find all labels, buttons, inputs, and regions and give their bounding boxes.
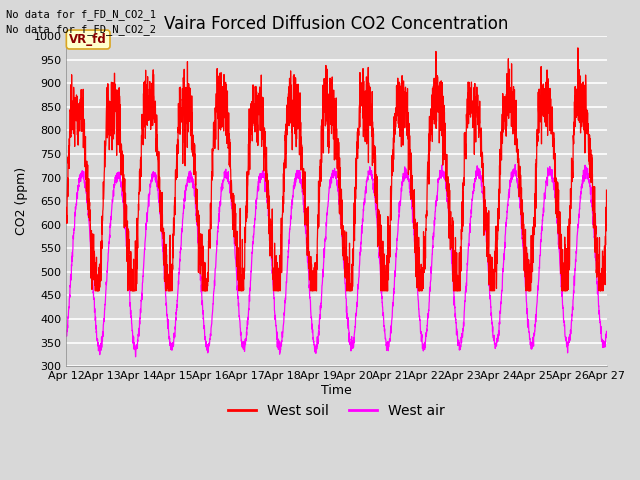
Y-axis label: CO2 (ppm): CO2 (ppm) <box>15 167 28 235</box>
Text: No data for f_FD_N_CO2_1: No data for f_FD_N_CO2_1 <box>6 9 156 20</box>
Legend: West soil, West air: West soil, West air <box>222 398 451 424</box>
Text: VR_fd: VR_fd <box>69 33 107 46</box>
Text: No data for f_FD_N_CO2_2: No data for f_FD_N_CO2_2 <box>6 24 156 35</box>
Title: Vaira Forced Diffusion CO2 Concentration: Vaira Forced Diffusion CO2 Concentration <box>164 15 509 33</box>
X-axis label: Time: Time <box>321 384 352 397</box>
